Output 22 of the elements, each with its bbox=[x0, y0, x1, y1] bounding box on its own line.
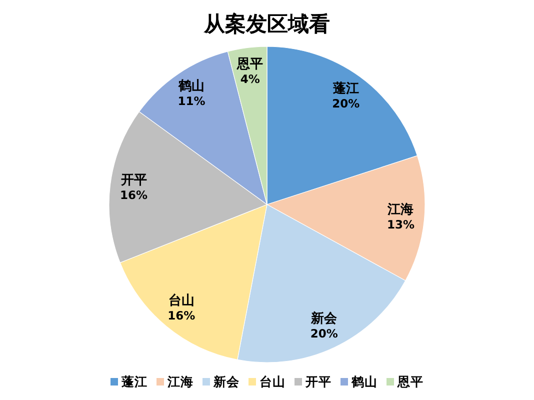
legend-label: 鹤山 bbox=[350, 374, 378, 389]
legend-label: 开平 bbox=[304, 374, 332, 389]
legend-label: 台山 bbox=[260, 374, 286, 389]
slice-label: 恩平 bbox=[236, 56, 264, 72]
data-label: 20% bbox=[332, 96, 360, 110]
slice-label: 蓬江 bbox=[332, 80, 359, 96]
data-label: 11% bbox=[178, 94, 206, 108]
data-label: 16% bbox=[168, 308, 196, 322]
legend-label: 蓬江 bbox=[120, 374, 148, 389]
slice-label: 开平 bbox=[120, 173, 147, 188]
slice-label: 新会 bbox=[310, 310, 338, 327]
legend-label: 江海 bbox=[166, 374, 194, 389]
slice-label: 台山 bbox=[168, 292, 194, 308]
data-label: 20% bbox=[310, 326, 338, 341]
slice-label: 江海 bbox=[386, 202, 414, 218]
data-label: 13% bbox=[386, 218, 415, 232]
legend-label: 恩平 bbox=[396, 374, 424, 389]
data-label: 4% bbox=[240, 72, 260, 86]
data-label: 16% bbox=[120, 188, 148, 202]
slice-label: 鹤山 bbox=[178, 78, 205, 94]
chart-title: 从案发区域看 bbox=[203, 12, 330, 36]
legend-label: 新会 bbox=[212, 374, 240, 389]
